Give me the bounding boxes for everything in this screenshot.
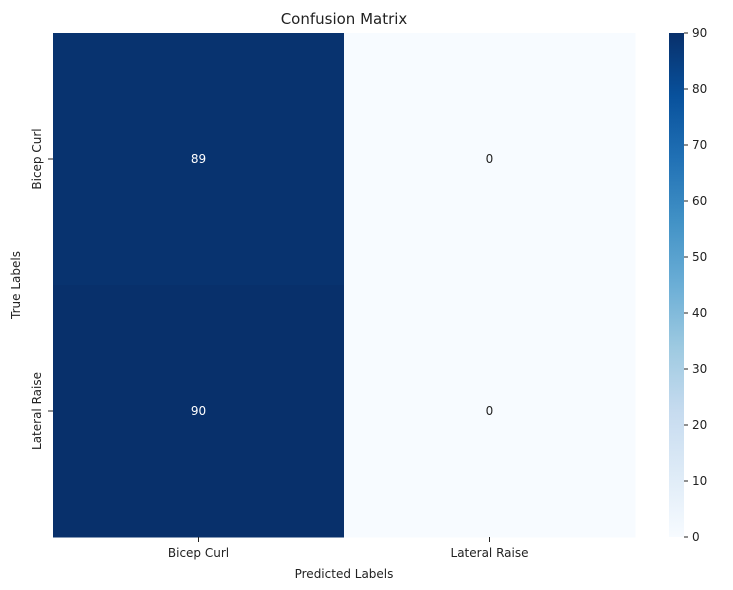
- colorbar: [669, 33, 684, 537]
- colorbar-tick-label: 0: [692, 530, 700, 544]
- y-tick-label: Lateral Raise: [30, 372, 44, 450]
- colorbar-tick-label: 90: [692, 26, 707, 40]
- y-axis-label: True Labels: [9, 251, 23, 320]
- heatmap-cell: [53, 33, 345, 286]
- heatmap-annotations: 89 0 90 0: [191, 152, 493, 418]
- chart-title: Confusion Matrix: [281, 10, 408, 28]
- x-tick-label: Bicep Curl: [168, 546, 229, 560]
- heatmap-cell: [344, 285, 636, 538]
- x-axis-label: Predicted Labels: [295, 567, 394, 581]
- colorbar-tick-label: 10: [692, 474, 707, 488]
- x-axis-ticks: Bicep Curl Lateral Raise: [168, 537, 529, 560]
- heatmap-cell: [344, 33, 636, 286]
- y-tick-label: Bicep Curl: [30, 128, 44, 189]
- cell-value-label: 0: [486, 152, 494, 166]
- colorbar-tick-label: 50: [692, 250, 707, 264]
- cell-value-label: 90: [191, 404, 206, 418]
- colorbar-tick-label: 80: [692, 82, 707, 96]
- y-axis-ticks: Bicep Curl Lateral Raise: [30, 128, 53, 450]
- colorbar-ticks: 0 10 20 30 40 50 60 70 80 90: [684, 26, 707, 544]
- cell-value-label: 0: [486, 404, 494, 418]
- colorbar-tick-label: 20: [692, 418, 707, 432]
- colorbar-tick-label: 40: [692, 306, 707, 320]
- heatmap-cell: [53, 285, 345, 538]
- x-tick-label: Lateral Raise: [451, 546, 529, 560]
- colorbar-tick-label: 60: [692, 194, 707, 208]
- heatmap-cells: [53, 33, 636, 538]
- colorbar-tick-label: 70: [692, 138, 707, 152]
- colorbar-tick-label: 30: [692, 362, 707, 376]
- cell-value-label: 89: [191, 152, 206, 166]
